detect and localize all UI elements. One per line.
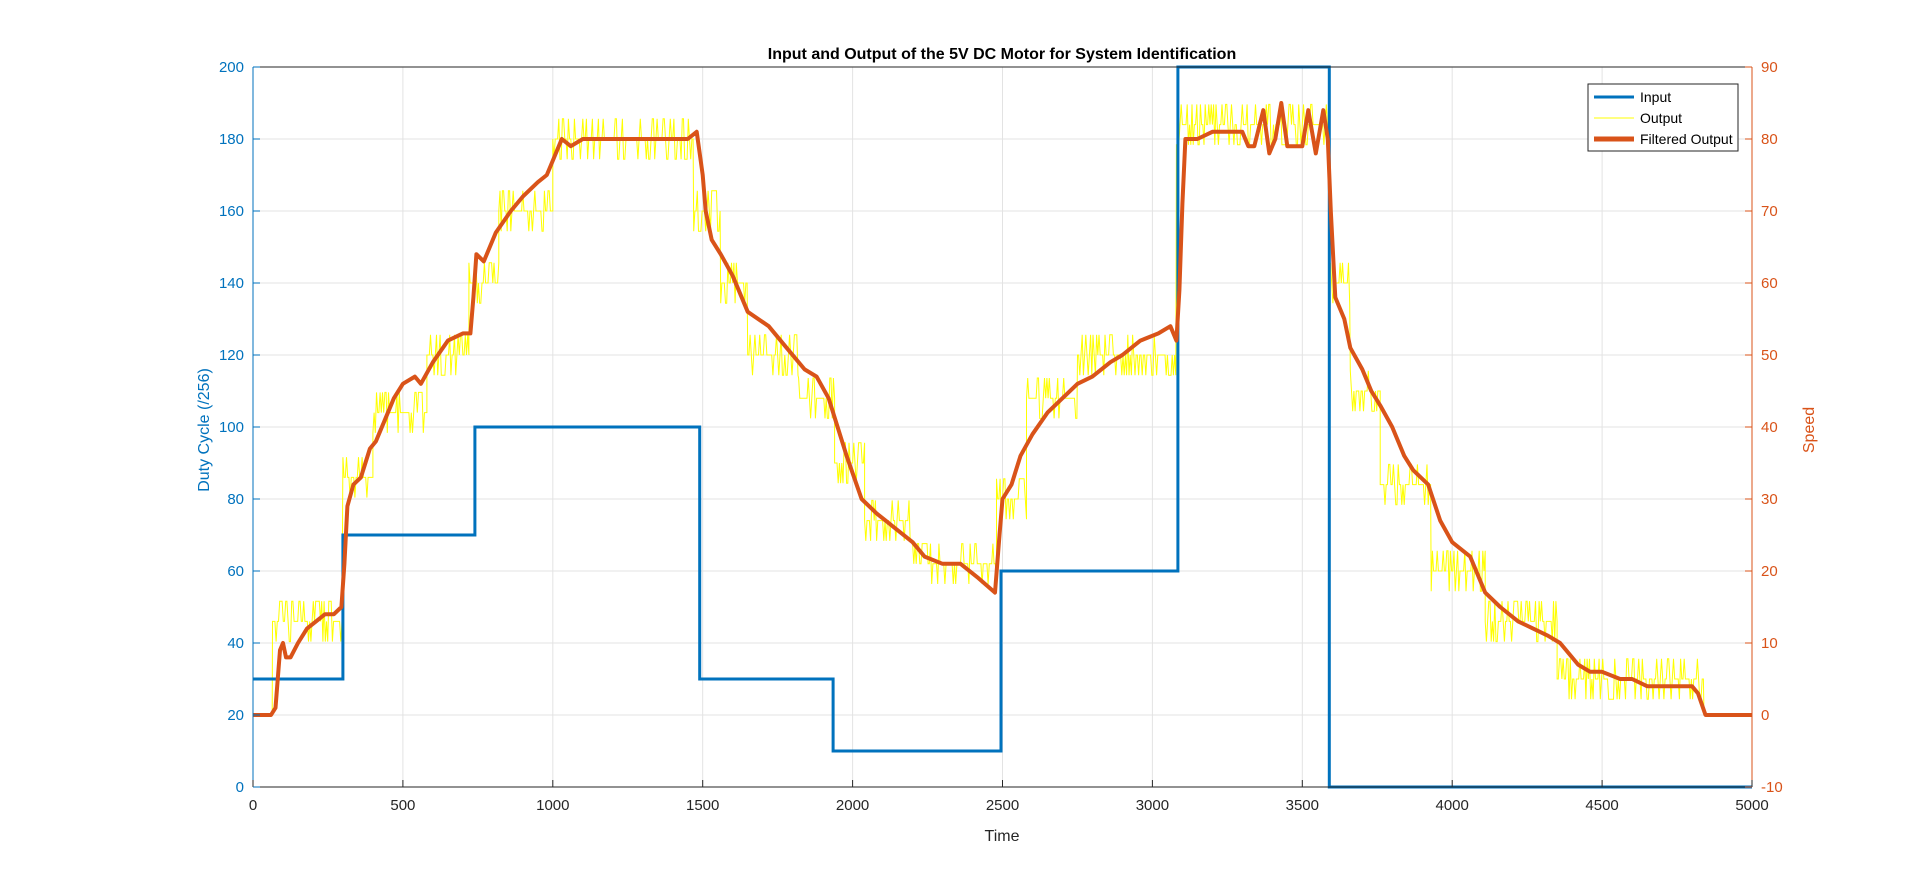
x-axis-label: Time [985,828,1020,845]
x-axis-ticks: 0 500 1000 1500 2000 2500 3000 3500 4000 4500 5000 [249,780,1769,814]
legend-filtered-label: Filtered Output [1640,131,1733,147]
left-tick-label: 20 [227,707,244,724]
right-tick-label: 60 [1761,275,1778,292]
left-tick-label: 180 [219,131,244,148]
x-tick-label: 3500 [1286,797,1319,814]
right-tick-label: 0 [1761,707,1769,724]
x-tick-label: 3000 [1136,797,1169,814]
left-axis-ticks: 0 20 40 60 80 100 120 140 160 180 200 [219,59,260,796]
right-tick-label: 90 [1761,59,1778,76]
filtered-output-series [253,101,1752,717]
right-tick-label: 30 [1761,491,1778,508]
right-tick-label: -10 [1761,779,1783,796]
x-tick-label: 1500 [686,797,719,814]
right-axis-label: Speed [1801,407,1818,453]
left-tick-label: 80 [227,491,244,508]
output-line [253,103,1752,716]
left-tick-label: 120 [219,347,244,364]
legend-input-label: Input [1640,89,1671,105]
right-tick-label: 40 [1761,419,1778,436]
x-tick-label: 4500 [1585,797,1618,814]
right-axis-ticks: -10 0 10 20 30 40 50 60 70 80 90 [1745,59,1783,796]
right-tick-label: 80 [1761,131,1778,148]
x-tick-label: 0 [249,797,257,814]
output-series [253,103,1752,716]
filtered-output-line [253,101,1752,717]
left-tick-label: 100 [219,419,244,436]
x-tick-label: 1000 [536,797,569,814]
right-tick-label: 20 [1761,563,1778,580]
x-tick-label: 2000 [836,797,869,814]
legend-output-label: Output [1640,110,1682,126]
right-tick-label: 50 [1761,347,1778,364]
left-tick-label: 160 [219,203,244,220]
chart-title: Input and Output of the 5V DC Motor for … [768,46,1236,63]
left-tick-label: 140 [219,275,244,292]
left-axis-label: Duty Cycle (/256) [196,368,213,492]
left-tick-label: 0 [236,779,244,796]
legend: Input Output Filtered Output [1587,83,1739,152]
left-tick-label: 40 [227,635,244,652]
x-tick-label: 4000 [1436,797,1469,814]
right-tick-label: 10 [1761,635,1778,652]
x-tick-label: 2500 [986,797,1019,814]
x-tick-label: 5000 [1735,797,1768,814]
right-tick-label: 70 [1761,203,1778,220]
x-tick-label: 500 [390,797,415,814]
left-tick-label: 60 [227,563,244,580]
left-tick-label: 200 [219,59,244,76]
